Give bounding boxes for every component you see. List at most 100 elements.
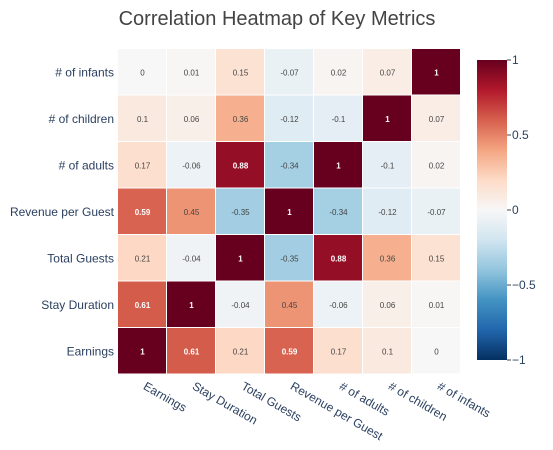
heatmap-cells: 1 0.61 0.21 0.59 0.17 0.1 0 0.61 1 -0.04 0.45 -0.06… <box>118 49 460 374</box>
heatmap-cell <box>314 142 362 188</box>
heatmap-cell <box>363 142 411 188</box>
colorbar-tick-label: 0 <box>512 203 519 217</box>
cell-value-label: -0.12 <box>280 115 299 124</box>
cell-value-label: 0.01 <box>429 301 445 310</box>
heatmap-cell <box>314 281 362 327</box>
heatmap-cell <box>118 235 166 281</box>
heatmap-cell <box>118 49 166 95</box>
cell-value-label: 1 <box>434 68 439 77</box>
heatmap-cell <box>363 188 411 234</box>
cell-value-label: 0 <box>140 68 145 77</box>
cell-value-label: 0.1 <box>137 115 149 124</box>
heatmap-cell <box>118 188 166 234</box>
y-tick-label: # of adults <box>59 158 114 172</box>
cell-value-label: 1 <box>336 161 341 170</box>
cell-value-label: 0.59 <box>135 208 151 217</box>
cell-value-label: 1 <box>238 254 243 263</box>
cell-value-label: 0.36 <box>380 254 396 263</box>
heatmap-cell <box>363 235 411 281</box>
cell-value-label: -0.06 <box>182 161 201 170</box>
heatmap-cell <box>412 95 460 141</box>
heatmap-cell <box>265 95 313 141</box>
y-tick-label: Revenue per Guest <box>10 205 115 219</box>
cell-value-label: -0.1 <box>381 161 395 170</box>
cell-value-label: -0.34 <box>280 161 299 170</box>
cell-value-label: 0.59 <box>282 347 298 356</box>
cell-value-label: 0.15 <box>233 68 249 77</box>
y-tick-label: # of infants <box>55 65 114 79</box>
cell-value-label: -0.07 <box>427 208 446 217</box>
x-tick-label: Earnings <box>141 379 189 415</box>
cell-value-label: 1 <box>189 301 194 310</box>
heatmap-cell <box>167 188 215 234</box>
heatmap-cell <box>118 95 166 141</box>
cell-value-label: 0 <box>434 347 439 356</box>
heatmap-cell <box>216 49 264 95</box>
heatmap-cell <box>265 49 313 95</box>
cell-value-label: 0.45 <box>282 301 298 310</box>
heatmap-cell <box>118 281 166 327</box>
heatmap-cell <box>265 281 313 327</box>
heatmap-cell <box>167 281 215 327</box>
cell-value-label: -0.07 <box>280 68 299 77</box>
heatmap-cell <box>216 188 264 234</box>
cell-value-label: 0.17 <box>331 347 347 356</box>
cell-value-label: 0.1 <box>382 347 394 356</box>
heatmap-cell <box>265 142 313 188</box>
y-tick-label: Stay Duration <box>41 298 114 312</box>
cell-value-label: 0.06 <box>380 301 396 310</box>
cell-value-label: 0.61 <box>184 347 200 356</box>
heatmap-cell <box>167 142 215 188</box>
cell-value-label: 0.02 <box>429 161 445 170</box>
cell-value-label: 0.21 <box>135 254 151 263</box>
colorbar: 1 0.5 0 −0.5 −1 <box>477 53 536 367</box>
heatmap-cell <box>412 188 460 234</box>
heatmap-cell <box>412 49 460 95</box>
cell-value-label: -0.04 <box>182 254 201 263</box>
heatmap-cell <box>167 49 215 95</box>
cell-value-label: 0.07 <box>429 115 445 124</box>
cell-value-label: 0.61 <box>135 301 151 310</box>
heatmap-cell <box>265 235 313 281</box>
heatmap-cell <box>412 142 460 188</box>
heatmap-cell <box>167 95 215 141</box>
cell-value-label: -0.06 <box>329 301 348 310</box>
colorbar-gradient <box>477 60 507 360</box>
heatmap-cell <box>216 235 264 281</box>
y-tick-label: # of children <box>49 112 114 126</box>
y-tick-label: Total Guests <box>47 251 114 265</box>
cell-value-label: 0.88 <box>233 161 249 170</box>
heatmap-cell <box>412 281 460 327</box>
heatmap-cell <box>363 328 411 374</box>
cell-value-label: 0.88 <box>331 254 347 263</box>
heatmap-cell <box>412 328 460 374</box>
colorbar-tick-label: −1 <box>512 353 526 367</box>
heatmap-cell <box>216 95 264 141</box>
heatmap-cell <box>265 328 313 374</box>
cell-value-label: 0.15 <box>429 254 445 263</box>
cell-value-label: 1 <box>385 115 390 124</box>
heatmap-cell <box>412 235 460 281</box>
y-tick-label: Earnings <box>67 344 114 358</box>
cell-value-label: 0.36 <box>233 115 249 124</box>
cell-value-label: -0.35 <box>280 254 299 263</box>
cell-value-label: 0.02 <box>331 68 347 77</box>
heatmap-cell <box>363 281 411 327</box>
heatmap-cell <box>314 235 362 281</box>
heatmap-cell <box>216 281 264 327</box>
heatmap-cell <box>118 142 166 188</box>
heatmap-cell <box>363 95 411 141</box>
heatmap-cell <box>314 49 362 95</box>
cell-value-label: 0.45 <box>184 208 200 217</box>
cell-value-label: -0.1 <box>332 115 346 124</box>
heatmap-cell <box>314 328 362 374</box>
cell-value-label: 0.01 <box>184 68 200 77</box>
heatmap-cell <box>314 188 362 234</box>
cell-value-label: -0.04 <box>231 301 250 310</box>
cell-value-label: 0.21 <box>233 347 249 356</box>
heatmap-cell <box>167 328 215 374</box>
colorbar-tick-label: 0.5 <box>512 128 529 142</box>
heatmap-cell <box>167 235 215 281</box>
